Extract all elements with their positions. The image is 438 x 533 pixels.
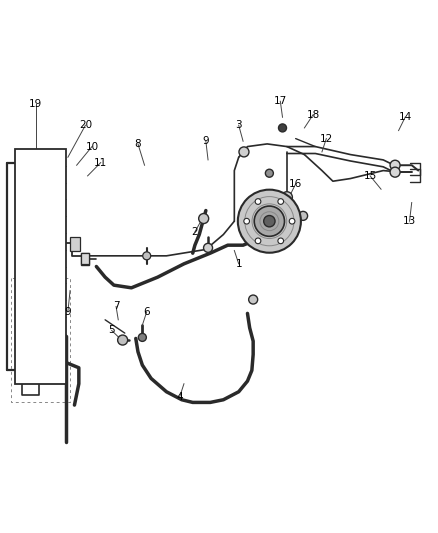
Circle shape xyxy=(264,215,275,227)
Text: 12: 12 xyxy=(320,134,333,143)
Text: 17: 17 xyxy=(274,96,287,106)
Bar xyxy=(15,149,66,384)
Circle shape xyxy=(138,333,146,342)
Bar xyxy=(81,253,89,264)
Text: 2: 2 xyxy=(191,227,198,237)
Circle shape xyxy=(204,244,212,252)
Circle shape xyxy=(279,124,286,132)
Circle shape xyxy=(390,160,400,170)
Circle shape xyxy=(299,212,307,220)
Circle shape xyxy=(249,295,258,304)
Circle shape xyxy=(244,219,250,224)
Text: 18: 18 xyxy=(307,110,320,119)
Circle shape xyxy=(143,252,151,260)
Text: 15: 15 xyxy=(364,171,377,181)
Circle shape xyxy=(289,219,295,224)
Text: 19: 19 xyxy=(29,99,42,109)
Text: 6: 6 xyxy=(143,307,150,317)
Circle shape xyxy=(278,199,283,204)
Circle shape xyxy=(255,199,261,204)
Circle shape xyxy=(278,238,283,244)
Circle shape xyxy=(255,238,261,244)
Text: 5: 5 xyxy=(283,235,290,245)
Circle shape xyxy=(238,190,301,253)
Circle shape xyxy=(254,206,285,236)
Text: 4: 4 xyxy=(176,392,183,402)
Text: 3: 3 xyxy=(235,120,242,130)
Text: 7: 7 xyxy=(113,302,120,311)
Bar xyxy=(81,253,89,265)
Text: 14: 14 xyxy=(399,112,412,122)
Text: 8: 8 xyxy=(134,139,141,149)
Text: 9: 9 xyxy=(64,307,71,317)
Circle shape xyxy=(118,335,127,345)
Text: 9: 9 xyxy=(202,136,209,146)
Circle shape xyxy=(199,214,208,223)
Text: 20: 20 xyxy=(79,120,92,130)
Text: 1: 1 xyxy=(235,259,242,269)
Text: 5: 5 xyxy=(108,326,115,335)
Circle shape xyxy=(239,147,249,157)
Bar xyxy=(70,237,80,251)
Text: 10: 10 xyxy=(85,142,99,151)
Circle shape xyxy=(281,192,293,203)
Circle shape xyxy=(390,167,400,177)
Text: 13: 13 xyxy=(403,216,416,226)
Text: 16: 16 xyxy=(289,179,302,189)
Circle shape xyxy=(265,169,273,177)
Text: 11: 11 xyxy=(94,158,107,167)
